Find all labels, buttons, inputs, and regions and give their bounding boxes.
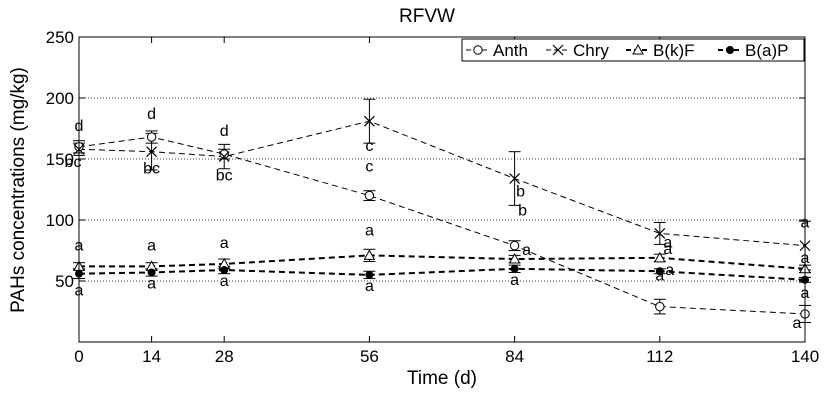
significance-label: bc <box>143 161 160 178</box>
significance-label: a <box>220 273 229 290</box>
x-tick-label: 0 <box>74 347 83 366</box>
marker-triangle <box>363 249 376 260</box>
chart-title: RFVW <box>399 6 455 27</box>
legend-label: Chry <box>573 41 609 60</box>
y-tick-label: 100 <box>46 211 74 230</box>
marker-dot <box>510 264 519 273</box>
marker-circle <box>655 301 665 312</box>
x-tick-label: 112 <box>646 347 673 366</box>
marker-x <box>363 115 375 127</box>
legend-box <box>461 38 805 62</box>
marker-dot <box>365 270 374 279</box>
significance-label: b <box>518 203 527 220</box>
significance-label: a <box>147 237 156 254</box>
significance-label: bc <box>216 168 233 185</box>
x-tick-labels: 0 14 28 56 84 112 140 <box>74 347 819 366</box>
legend-label: Anth <box>493 41 528 60</box>
grid-lines <box>79 97 805 282</box>
significance-label: d <box>147 106 156 123</box>
marker-circle <box>364 190 375 201</box>
significance-label: a <box>220 235 229 252</box>
marker-x <box>654 227 666 239</box>
marker-x <box>509 173 521 184</box>
x-tick-label: 14 <box>142 347 161 366</box>
marker-triangle <box>508 253 521 264</box>
marker-triangle <box>653 251 666 263</box>
significance-label: c <box>365 138 373 155</box>
marker-dot <box>726 46 734 54</box>
significance-label: a <box>365 278 374 295</box>
y-tick-label: 200 <box>46 89 74 108</box>
significance-label: b <box>516 184 525 201</box>
significance-label: a <box>510 272 519 289</box>
x-tick-label: 140 <box>791 347 819 366</box>
marker-triangle <box>632 43 644 55</box>
plot-frame <box>78 36 806 343</box>
marker-circle <box>219 149 229 159</box>
legend-label: B(a)P <box>745 41 788 60</box>
marker-x <box>146 146 158 158</box>
y-tick-label: 50 <box>55 272 74 291</box>
y-tick-label: 250 <box>46 28 74 47</box>
x-axis-label: Time (d) <box>407 368 477 389</box>
significance-label: a <box>793 315 802 332</box>
significance-label: a <box>663 241 672 258</box>
marker-x <box>218 151 230 162</box>
significance-label: a <box>365 222 374 239</box>
y-axis-label: PAHs concentrations (mg/kg) <box>8 67 29 313</box>
significance-label: c <box>365 159 373 176</box>
marker-dot <box>220 266 229 275</box>
significance-label: a <box>663 234 672 251</box>
legend-label: B(k)F <box>653 41 695 60</box>
significance-label: a <box>522 242 531 259</box>
significance-label: d <box>220 123 229 140</box>
significance-label: bc <box>65 154 82 171</box>
marker-x <box>552 44 564 56</box>
marker-dot <box>147 268 156 277</box>
marker-dot <box>655 267 664 276</box>
x-tick-label: 28 <box>215 347 234 366</box>
significance-label: a <box>655 268 664 285</box>
marker-circle <box>146 132 157 142</box>
significance-label: a <box>147 275 156 292</box>
marker-circle <box>509 240 520 251</box>
y-tick-labels: 50 100 150 200 250 <box>46 28 74 291</box>
plot-area <box>79 37 805 342</box>
x-tick-label: 84 <box>505 347 524 366</box>
y-tick-label: 150 <box>46 150 74 169</box>
marker-circle <box>473 45 483 55</box>
x-tick-label: 56 <box>360 347 379 366</box>
significance-label: a <box>665 262 674 279</box>
legend: Anth Chry B(k)F B(a)P <box>461 38 805 62</box>
